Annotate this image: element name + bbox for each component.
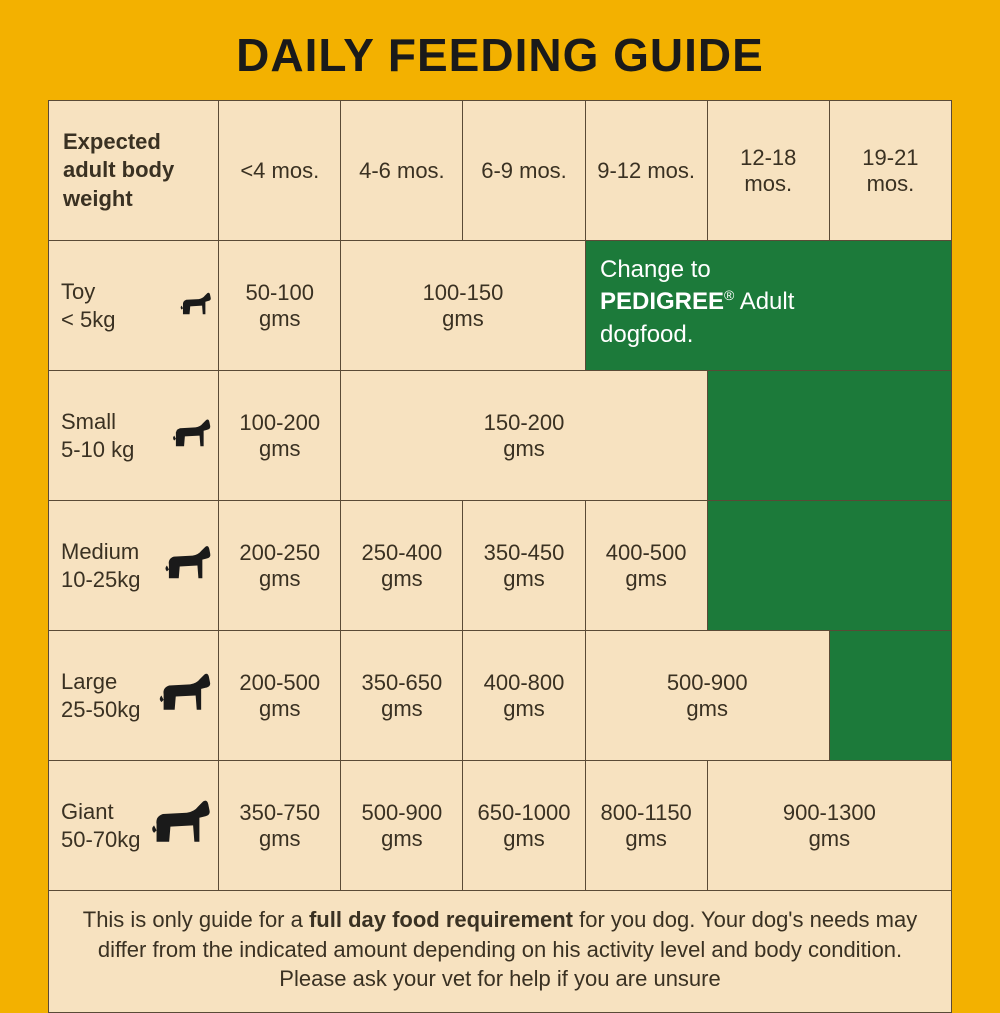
amount-cell: 100-150gms [341,241,585,371]
adult-region-cell [707,501,951,631]
amount-cell: 50-100gms [219,241,341,371]
table-row: Toy< 5kg 50-100gms100-150gms [49,241,952,371]
header-row: Expected adult body weight <4 mos. 4-6 m… [49,101,952,241]
age-col-5: 19-21 mos. [829,101,951,241]
amount-cell: 800-1150gms [585,761,707,891]
amount-cell: 650-1000gms [463,761,585,891]
header-row-label: Expected adult body weight [49,101,219,241]
category-label: Small5-10 kg [61,408,134,463]
footer-pre: This is only guide for a [83,907,309,932]
amount-cell: 250-400gms [341,501,463,631]
category-cell: Giant50-70kg [49,761,219,891]
category-cell: Toy< 5kg [49,241,219,371]
category-cell: Large25-50kg [49,631,219,761]
dog-icon [157,671,212,712]
amount-cell: 400-800gms [463,631,585,761]
adult-region-cell [707,371,951,501]
category-label: Large25-50kg [61,668,141,723]
dog-icon [163,543,212,580]
dog-icon [171,417,212,448]
category-label: Medium10-25kg [61,538,141,593]
age-col-1: 4-6 mos. [341,101,463,241]
amount-cell: 100-200gms [219,371,341,501]
table-row: Medium10-25kg 200-250gms250-400gms350-45… [49,501,952,631]
amount-cell: 200-250gms [219,501,341,631]
age-col-4: 12-18 mos. [707,101,829,241]
amount-cell: 200-500gms [219,631,341,761]
amount-cell: 500-900gms [341,761,463,891]
category-cell: Medium10-25kg [49,501,219,631]
amount-cell: 400-500gms [585,501,707,631]
category-cell: Small5-10 kg [49,371,219,501]
age-col-2: 6-9 mos. [463,101,585,241]
age-col-0: <4 mos. [219,101,341,241]
age-col-3: 9-12 mos. [585,101,707,241]
feeding-table-wrap: Expected adult body weight <4 mos. 4-6 m… [48,100,952,1013]
amount-cell: 150-200gms [341,371,707,501]
amount-cell: 350-750gms [219,761,341,891]
category-label: Giant50-70kg [61,798,141,853]
table-row: Large25-50kg 200-500gms350-650gms400-800… [49,631,952,761]
dog-icon [149,797,212,844]
page-title: DAILY FEEDING GUIDE [236,28,764,82]
table-row: Small5-10 kg 100-200gms150-200gms [49,371,952,501]
footer-note: This is only guide for a full day food r… [49,891,952,1013]
amount-cell: 900-1300gms [707,761,951,891]
feeding-table: Expected adult body weight <4 mos. 4-6 m… [48,100,952,1013]
table-row: Giant50-70kg 350-750gms500-900gms650-100… [49,761,952,891]
adult-region-cell [585,241,951,371]
amount-cell: 350-650gms [341,631,463,761]
dog-icon [179,291,212,316]
footer-bold: full day food requirement [309,907,573,932]
amount-cell: 350-450gms [463,501,585,631]
amount-cell: 500-900gms [585,631,829,761]
adult-region-cell [829,631,951,761]
category-label: Toy< 5kg [61,278,115,333]
